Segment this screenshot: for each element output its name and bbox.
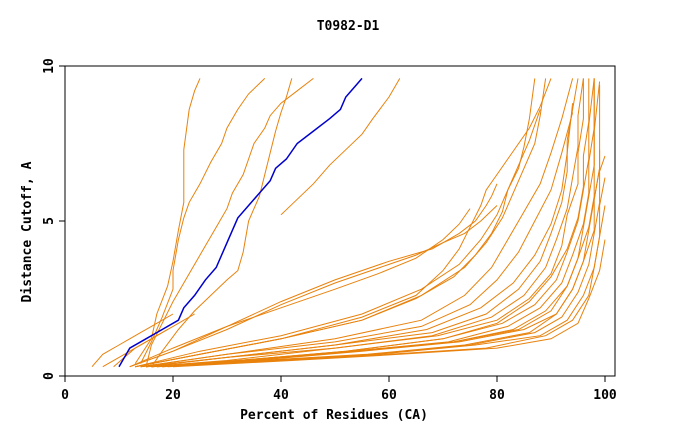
series-line [145, 78, 590, 368]
series-line-highlight [118, 77, 363, 368]
series-line [129, 208, 471, 368]
series-line [135, 78, 536, 368]
series-line [172, 239, 606, 368]
series-line [145, 78, 314, 367]
series-line [151, 78, 595, 368]
series-line [134, 78, 201, 364]
series-line [150, 78, 293, 367]
series-line [145, 78, 584, 368]
series-line [140, 103, 574, 368]
series-line [156, 84, 601, 368]
series-line [140, 112, 574, 368]
series-line [151, 81, 601, 368]
series-line [151, 78, 595, 368]
x-tick-label: 80 [489, 388, 505, 403]
series-line [135, 78, 547, 368]
x-tick-label: 60 [381, 388, 397, 403]
y-axis-label: Distance Cutoff, A [20, 161, 35, 302]
y-tick-label: 10 [42, 58, 57, 74]
y-tick-label: 0 [42, 372, 57, 380]
plot-frame [64, 65, 616, 377]
x-tick-label: 20 [165, 388, 181, 403]
x-tick-label: 0 [61, 388, 69, 403]
series-line [113, 329, 168, 368]
series-line [145, 78, 579, 368]
series-line [280, 78, 401, 216]
axis-ticks: 0 20 40 60 80 100 0 5 10 [42, 58, 617, 403]
series-line [129, 205, 498, 368]
series-line [167, 205, 606, 368]
x-tick-label: 100 [593, 388, 617, 403]
plot-area [91, 77, 606, 368]
x-axis-label: Percent of Residues (CA) [240, 408, 428, 423]
series-line [91, 313, 174, 368]
chart-title: T0982-D1 [317, 19, 380, 34]
series-line [151, 78, 595, 368]
series-line [162, 177, 606, 368]
series-line [135, 78, 552, 368]
series-line [140, 78, 266, 364]
y-tick-label: 5 [42, 217, 57, 225]
series-line [135, 109, 541, 368]
x-tick-label: 40 [273, 388, 289, 403]
series-line [140, 78, 574, 368]
